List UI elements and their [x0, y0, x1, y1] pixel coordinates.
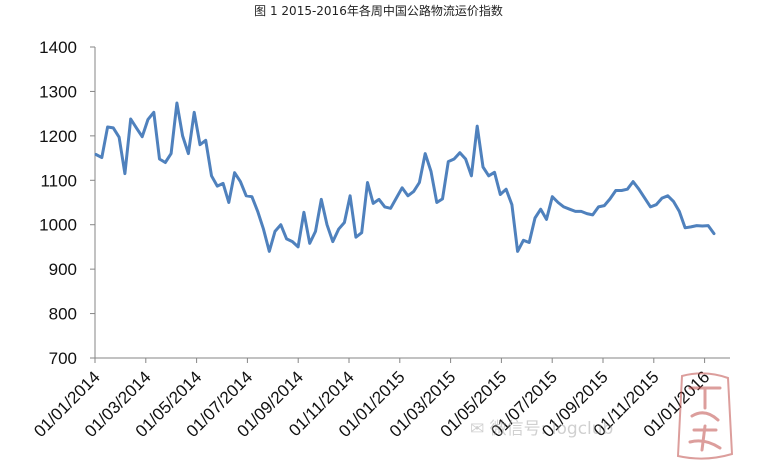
- watermark-text: ✉ 微信号: logclub: [470, 419, 614, 439]
- chart-axes: [94, 47, 730, 359]
- y-tick-label: 1400: [39, 38, 77, 57]
- y-tick-label: 800: [49, 305, 77, 324]
- chart-title: 图 1 2015-2016年各周中国公路物流运价指数: [254, 4, 503, 18]
- seal-logo: [676, 372, 734, 460]
- y-tick-label: 1000: [39, 216, 77, 235]
- y-tick-label: 1100: [40, 171, 77, 190]
- y-tick-label: 900: [49, 260, 77, 279]
- series-line: [94, 101, 716, 253]
- series-layer: [94, 101, 716, 253]
- wechat-icon: ✉: [470, 419, 490, 439]
- y-tick-label: 1200: [39, 127, 77, 146]
- y-axis-ticks: 700 800 900 1000 1100 1200 1300 1400: [39, 38, 95, 368]
- y-tick-label: 700: [49, 349, 77, 368]
- y-tick-label: 1300: [39, 82, 77, 101]
